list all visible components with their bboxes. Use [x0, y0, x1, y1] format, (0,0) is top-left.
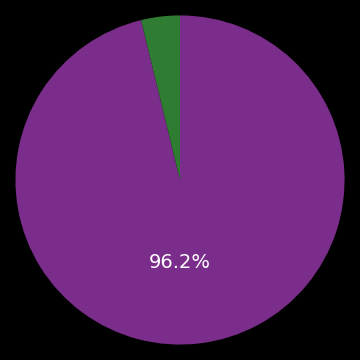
- Wedge shape: [15, 15, 345, 345]
- Wedge shape: [141, 15, 180, 180]
- Text: 96.2%: 96.2%: [149, 253, 211, 272]
